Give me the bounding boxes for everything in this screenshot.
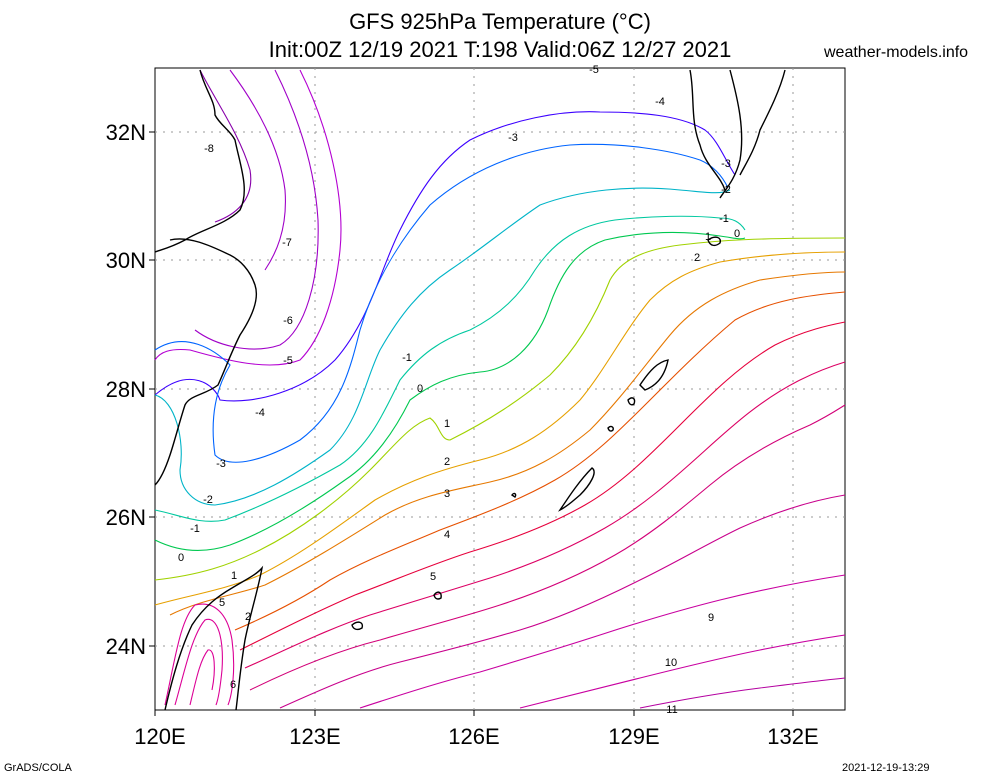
contour-label: 2 [694, 252, 700, 264]
contour-line [154, 231, 746, 551]
temperature-contours [154, 69, 846, 709]
contour-label: -3 [508, 132, 518, 144]
contour-line [189, 649, 215, 706]
island-small-3 [627, 397, 636, 406]
contour-line [639, 677, 846, 709]
site-label: weather-models.info [824, 44, 969, 61]
island-miyako [351, 621, 364, 631]
tick-marks [149, 131, 794, 716]
contour-label: -2 [203, 494, 213, 506]
map-title: GFS 925hPa Temperature (°C) Init:00Z 12/… [150, 8, 850, 64]
island-amami [639, 359, 669, 391]
contour-line [154, 251, 846, 606]
contour-line [229, 69, 286, 271]
lat-label-30n: 30N [106, 248, 146, 273]
contour-label: 10 [665, 657, 677, 669]
title-line-2: Init:00Z 12/19 2021 T:198 Valid:06Z 12/2… [268, 37, 732, 62]
contour-line [154, 215, 746, 522]
contour-line [519, 634, 846, 709]
contour-line [154, 69, 342, 366]
lat-label-26n: 26N [106, 505, 146, 530]
contour-line [194, 69, 319, 350]
grid-lines [155, 68, 845, 710]
contour-label: 6 [230, 679, 236, 691]
footer-software: GrADS/COLA [4, 762, 72, 774]
contour-line [249, 404, 846, 691]
contour-line [154, 143, 729, 463]
contour-label: 4 [444, 529, 450, 541]
contour-line [234, 291, 846, 631]
contour-label: 9 [708, 612, 714, 624]
contour-label: 5 [430, 571, 436, 583]
contour-label: -2 [721, 184, 731, 196]
lon-label-120e: 120E [134, 724, 185, 749]
contour-label: -6 [283, 315, 293, 327]
contour-label: -7 [282, 237, 292, 249]
coastline-taiwan [164, 565, 264, 711]
lon-label-126e: 126E [448, 724, 499, 749]
contour-label: -8 [204, 143, 214, 155]
contour-label: 5 [219, 597, 225, 609]
contour-label: 1 [231, 570, 237, 582]
lat-label-24n: 24N [106, 634, 146, 659]
lat-label-28n: 28N [106, 377, 146, 402]
contour-label: 3 [444, 488, 450, 500]
coastlines [154, 69, 786, 711]
contour-label: -4 [655, 96, 665, 108]
contour-label: -5 [589, 64, 599, 76]
contour-label: -1 [719, 213, 729, 225]
contour-label: -3 [216, 458, 226, 470]
contour-label: 2 [245, 611, 251, 623]
contour-label: 0 [734, 228, 740, 240]
lon-label-129e: 129E [608, 724, 659, 749]
contour-label: 2 [444, 456, 450, 468]
coastline-china [154, 69, 257, 486]
contour-line [154, 187, 731, 506]
contour-label: -4 [255, 407, 265, 419]
title-line-1: GFS 925hPa Temperature (°C) [349, 9, 651, 34]
contour-label: 1 [444, 418, 450, 430]
contour-line [199, 69, 252, 223]
contour-line [154, 237, 846, 581]
contour-label: 1 [705, 231, 711, 243]
contour-label: -1 [402, 352, 412, 364]
contour-line [279, 494, 846, 709]
lon-label-123e: 123E [289, 724, 340, 749]
contour-line [174, 618, 223, 706]
contour-label: 0 [417, 383, 423, 395]
contour-line [164, 603, 235, 706]
contour-label: 11 [666, 704, 677, 716]
contour-label: -5 [283, 355, 293, 367]
footer-timestamp: 2021-12-19-13:29 [842, 762, 930, 774]
contour-label: -1 [190, 523, 200, 535]
contour-line [244, 361, 846, 669]
lat-label-32n: 32N [106, 120, 146, 145]
contour-line [359, 574, 846, 709]
island-small-2 [607, 425, 614, 432]
island-tanegashima [707, 236, 722, 247]
island-small-1 [433, 591, 442, 600]
contour-line [154, 111, 736, 402]
contour-labels: -8 -7 -6 -5 -4 -3 -2 -1 0 1 2 5 6 -1 0 1… [178, 64, 740, 716]
contour-line [239, 321, 846, 651]
contour-label: 0 [178, 552, 184, 564]
coastline-kyushu [689, 69, 786, 199]
island-small-4 [511, 492, 517, 498]
contour-line [169, 271, 846, 616]
island-okinawa [557, 467, 595, 512]
contour-label: -3 [721, 158, 731, 170]
lon-label-132e: 132E [767, 724, 818, 749]
